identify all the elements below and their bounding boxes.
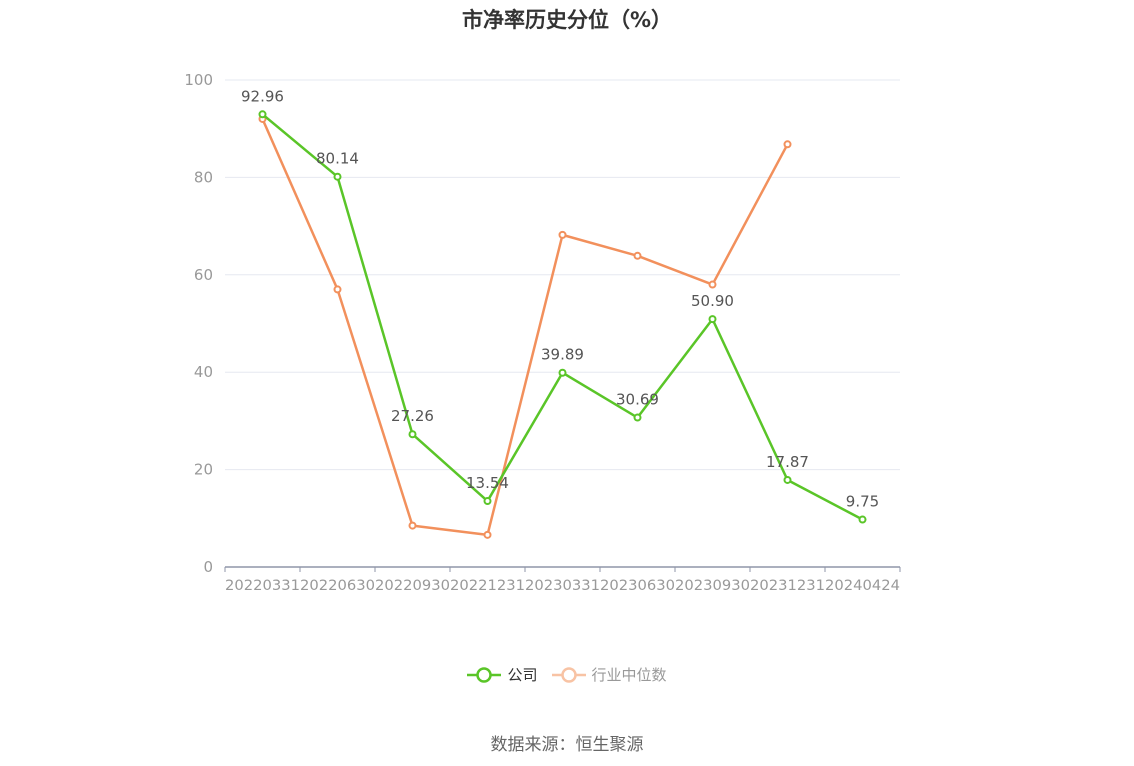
legend-label: 公司 xyxy=(507,666,538,684)
data-label: 92.96 xyxy=(241,87,284,105)
y-tick-label: 80 xyxy=(194,168,213,186)
data-label: 17.87 xyxy=(766,453,809,471)
data-point xyxy=(483,497,492,506)
data-point xyxy=(408,430,417,439)
data-point xyxy=(708,315,717,324)
data-point xyxy=(258,110,267,119)
data-point xyxy=(858,515,867,524)
data-point xyxy=(783,140,792,149)
x-tick-label: 20231231 xyxy=(750,578,825,594)
circle-line-icon xyxy=(467,666,502,683)
data-point xyxy=(633,413,642,422)
line-chart: 0 20 40 60 80 100 20220331 20220630 20220930 2022… xyxy=(184,71,901,594)
x-tick-label: 20220331 xyxy=(225,578,300,594)
y-tick-label: 100 xyxy=(184,71,213,89)
data-point xyxy=(558,368,567,377)
data-point xyxy=(708,280,717,289)
data-source-note: 数据来源：恒生聚源 xyxy=(490,735,644,755)
y-tick-label: 20 xyxy=(194,461,213,479)
y-tick-label: 0 xyxy=(203,558,213,576)
data-point xyxy=(408,521,417,530)
data-point xyxy=(558,230,567,239)
data-label: 80.14 xyxy=(316,150,359,168)
x-tick-label: 20240424 xyxy=(825,578,900,594)
data-point xyxy=(333,172,342,181)
x-tick-label: 20220630 xyxy=(300,578,375,594)
data-point xyxy=(483,530,492,539)
y-tick-label: 60 xyxy=(194,266,213,284)
x-tick-label: 20220930 xyxy=(375,578,450,594)
data-point xyxy=(333,285,342,294)
legend-label: 行业中位数 xyxy=(591,666,667,684)
x-tick-label: 20230331 xyxy=(525,578,600,594)
data-label: 30.69 xyxy=(616,391,659,409)
data-label: 13.54 xyxy=(466,474,509,492)
legend-item[interactable]: 公司 xyxy=(467,664,538,685)
data-label: 27.26 xyxy=(391,407,434,425)
y-tick-label: 40 xyxy=(194,363,213,381)
x-tick-label: 20221231 xyxy=(450,578,525,594)
data-point xyxy=(633,251,642,260)
circle-line-icon xyxy=(551,666,586,683)
data-point xyxy=(783,475,792,484)
x-tick-label: 20230630 xyxy=(600,578,675,594)
data-label: 9.75 xyxy=(846,493,879,511)
data-label: 50.90 xyxy=(691,292,734,310)
data-label: 39.89 xyxy=(541,346,584,364)
legend: 公司 行业中位数 xyxy=(0,664,1134,685)
legend-item[interactable]: 行业中位数 xyxy=(551,664,667,685)
x-tick-label: 20230930 xyxy=(675,578,750,594)
series-line xyxy=(261,118,789,537)
chart-title: 市净率历史分位（%） xyxy=(461,8,673,32)
